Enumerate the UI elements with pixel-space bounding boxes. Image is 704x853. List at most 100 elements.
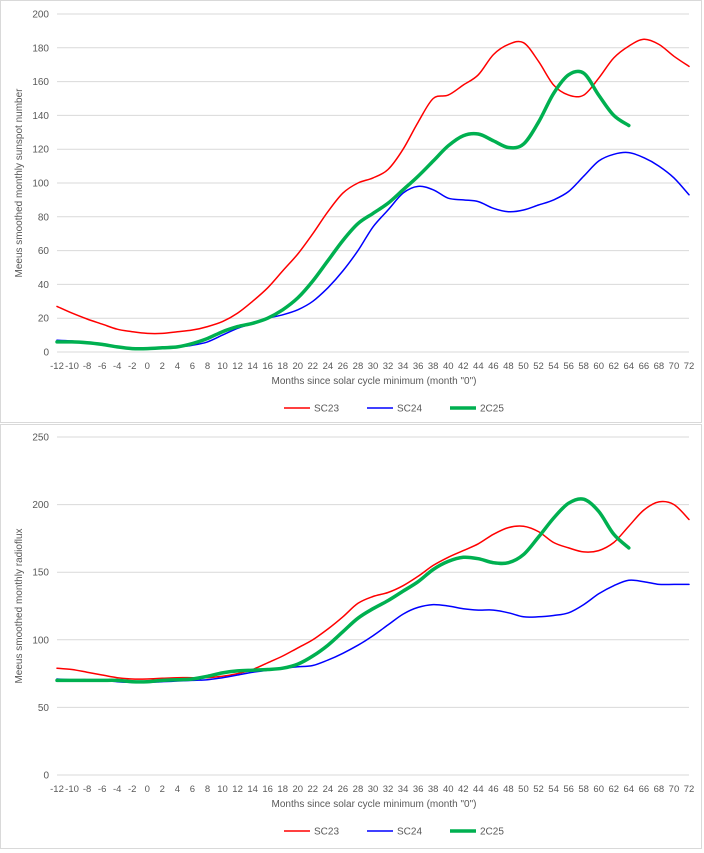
x-tick-label: 62: [608, 361, 619, 372]
x-tick-label: 6: [190, 361, 195, 372]
x-tick-label: 34: [398, 361, 409, 372]
x-tick-label: -8: [83, 361, 91, 372]
y-tick-label: 200: [32, 500, 49, 511]
y-tick-label: 40: [38, 280, 50, 291]
x-tick-label: 26: [338, 361, 349, 372]
x-tick-label: 32: [383, 361, 394, 372]
legend-label: 2C25: [480, 404, 504, 415]
x-tick-label: 14: [247, 784, 258, 795]
x-tick-label: 36: [413, 784, 424, 795]
series-line-2c25: [55, 497, 631, 684]
x-tick-label: 70: [669, 784, 680, 795]
x-tick-label: 46: [488, 361, 499, 372]
x-tick-label: 4: [175, 361, 180, 372]
x-tick-label: 50: [518, 784, 529, 795]
x-tick-label: 24: [323, 361, 334, 372]
sunspot-chart-panel: 0 20 40 60 80 100 120 140 160 180 200 -12 -10 -8 -6 -4-…: [0, 0, 702, 423]
x-tick-label: -10: [65, 784, 79, 795]
x-tick-label: 22: [308, 784, 319, 795]
x-tick-label: 12: [232, 361, 243, 372]
x-tick-label: 12: [232, 784, 243, 795]
y-tick-label: 20: [38, 314, 50, 325]
x-tick-label: -2: [128, 784, 136, 795]
x-tick-label: 60: [593, 784, 604, 795]
x-tick-label: 28: [353, 361, 364, 372]
x-tick-label: 52: [533, 361, 544, 372]
x-tick-label: 68: [654, 784, 665, 795]
x-tick-label: 0: [145, 361, 150, 372]
x-tick-label: 60: [593, 361, 604, 372]
x-tick-label: -6: [98, 784, 106, 795]
y-tick-label: 200: [32, 10, 49, 21]
x-tick-label: 64: [624, 361, 635, 372]
series-line-sc23: [56, 500, 690, 680]
x-axis-title: Months since solar cycle minimum (month …: [272, 799, 477, 810]
y-tick-label: 100: [32, 635, 49, 646]
x-tick-label: 2: [160, 784, 165, 795]
x-tick-label: 70: [669, 361, 680, 372]
x-tick-label: 16: [262, 784, 273, 795]
x-tick-label: -12: [50, 361, 64, 372]
x-tick-label: 72: [684, 361, 695, 372]
x-tick-label: 6: [190, 784, 195, 795]
x-tick-label: 38: [428, 361, 439, 372]
x-tick-label: 18: [277, 361, 288, 372]
x-tick-label: 56: [563, 361, 574, 372]
x-tick-label: 20: [292, 784, 303, 795]
x-tick-label: 68: [654, 361, 665, 372]
x-tick-label: 20: [292, 361, 303, 372]
x-tick-label: 4: [175, 784, 180, 795]
x-tick-label: 66: [639, 784, 650, 795]
y-tick-label: 250: [32, 433, 49, 444]
x-tick-label: 30: [368, 784, 379, 795]
x-tick-label: 66: [639, 361, 650, 372]
x-tick-label: 38: [428, 784, 439, 795]
series-line-sc23: [56, 38, 690, 335]
x-tick-label: -8: [83, 784, 91, 795]
legend-label: SC24: [397, 827, 422, 838]
x-tick-label: 32: [383, 784, 394, 795]
x-tick-label: 10: [217, 361, 228, 372]
x-tick-label: 72: [684, 784, 695, 795]
y-tick-label: 140: [32, 111, 49, 122]
x-tick-label: 50: [518, 361, 529, 372]
x-tick-label: 34: [398, 784, 409, 795]
x-tick-label: 64: [624, 784, 635, 795]
x-tick-label: 56: [563, 784, 574, 795]
y-tick-label: 60: [38, 246, 50, 257]
x-tick-label: 26: [338, 784, 349, 795]
x-tick-label: 14: [247, 361, 258, 372]
x-tick-label: 52: [533, 784, 544, 795]
x-tick-label: 30: [368, 361, 379, 372]
y-tick-label: 50: [38, 703, 50, 714]
x-tick-label: 54: [548, 784, 559, 795]
series-line-sc24: [56, 579, 690, 684]
x-tick-label: 40: [443, 361, 454, 372]
series-line-2c25: [55, 69, 631, 351]
x-tick-label: 58: [578, 784, 589, 795]
y-tick-label: 180: [32, 43, 49, 54]
y-tick-label: 120: [32, 145, 49, 156]
y-axis-title: Meeus smoothed monthly radioflux: [14, 528, 25, 683]
x-tick-label: 46: [488, 784, 499, 795]
x-axis-title: Months since solar cycle minimum (month …: [272, 376, 477, 387]
x-tick-label: 16: [262, 361, 273, 372]
y-tick-label: 0: [43, 771, 49, 782]
x-tick-label: 18: [277, 784, 288, 795]
y-tick-label: 160: [32, 77, 49, 88]
y-tick-label: 0: [43, 348, 49, 359]
x-tick-label: 8: [205, 361, 210, 372]
y-axis-title: Meeus smoothed monthly sunspot number: [14, 88, 25, 278]
x-tick-label: 44: [473, 784, 484, 795]
x-tick-label: 36: [413, 361, 424, 372]
y-tick-label: 150: [32, 568, 49, 579]
legend-label: SC24: [397, 404, 422, 415]
x-tick-label: -4: [113, 361, 121, 372]
radioflux-chart-panel: 0 50 100 150 200 250 -12 -10 -8 -6 -4 -2 0 2 4 6 8 10 12 14…: [0, 424, 702, 849]
x-tick-label: 48: [503, 784, 514, 795]
x-tick-label: -2: [128, 361, 136, 372]
x-tick-label: 0: [145, 784, 150, 795]
x-tick-label: 44: [473, 361, 484, 372]
